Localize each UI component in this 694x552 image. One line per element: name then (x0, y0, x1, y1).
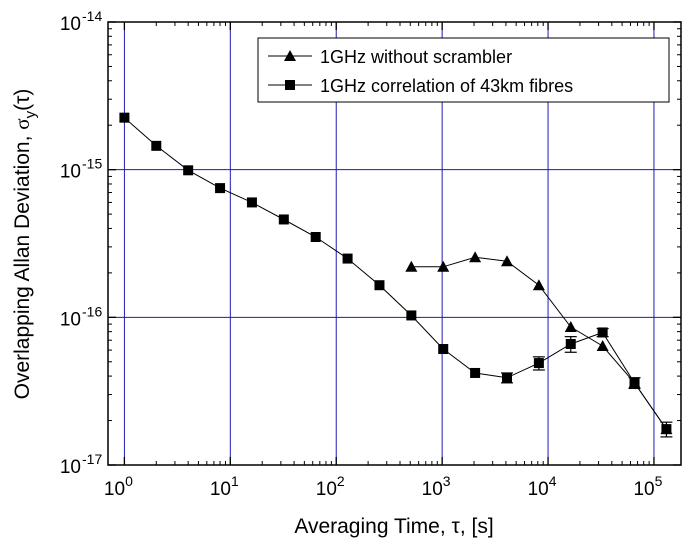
data-point-square (342, 253, 353, 264)
series-line-2 (124, 117, 667, 430)
data-point-triangle (437, 260, 450, 272)
data-point-triangle (564, 321, 577, 333)
y-tick-exponent: -17 (82, 451, 102, 467)
y-tick-exponent: -14 (82, 8, 102, 24)
x-tick-label: 105 (633, 473, 662, 500)
x-tick-label: 104 (528, 473, 557, 500)
data-point-triangle (500, 255, 513, 267)
data-point-square (470, 367, 481, 378)
y-axis-label-sigma: σ (10, 118, 34, 129)
data-point-square (374, 280, 385, 291)
x-tick-label: 100 (104, 473, 133, 500)
data-point-square (597, 327, 608, 338)
legend-label-2: 1GHz correlation of 43km fibres (320, 76, 573, 96)
data-point-square (661, 424, 672, 435)
data-point-square (246, 197, 257, 208)
data-point-square (310, 231, 321, 242)
legend-triangle-marker (284, 50, 296, 61)
data-point-square (278, 214, 289, 225)
data-point-triangle (405, 260, 418, 272)
y-tick-label: 10 (60, 162, 81, 183)
y-tick-exponent: -16 (82, 303, 102, 319)
legend: 1GHz without scrambler 1GHz correlation … (257, 37, 670, 103)
data-point-square (183, 165, 194, 176)
data-point-triangle (469, 251, 482, 263)
y-axis-label-arg: (τ) (11, 89, 34, 111)
data-point-square (406, 310, 417, 321)
data-point-square (151, 140, 162, 151)
y-tick-exponent: -15 (82, 156, 102, 172)
data-point-square (119, 112, 130, 123)
x-tick-label: 101 (210, 473, 239, 500)
legend-square-marker (285, 80, 295, 90)
y-tick-label: 10 (60, 14, 81, 35)
legend-label-1: 1GHz without scrambler (320, 47, 512, 67)
data-point-triangle (596, 339, 609, 351)
data-point-square (565, 338, 576, 349)
x-tick-label: 102 (316, 473, 345, 500)
y-tick-label: 10 (60, 309, 81, 330)
legend-box (257, 37, 670, 103)
data-point-square (629, 377, 640, 388)
series-layer (119, 112, 673, 438)
y-axis-label-sub: y (22, 110, 39, 118)
x-axis-label: Averaging Time, τ, [s] (294, 515, 493, 538)
y-axis-label: Overlapping Allan Deviation, σy(τ) (10, 89, 39, 400)
data-point-square (438, 344, 449, 355)
data-point-square (533, 358, 544, 369)
data-point-square (501, 372, 512, 383)
y-tick-label: 10 (60, 457, 81, 478)
y-axis-label-main: Overlapping Allan Deviation, (11, 130, 34, 400)
x-tick-label: 103 (422, 473, 451, 500)
plot-frame (107, 21, 682, 466)
data-point-square (215, 183, 226, 194)
data-point-triangle (532, 279, 545, 291)
